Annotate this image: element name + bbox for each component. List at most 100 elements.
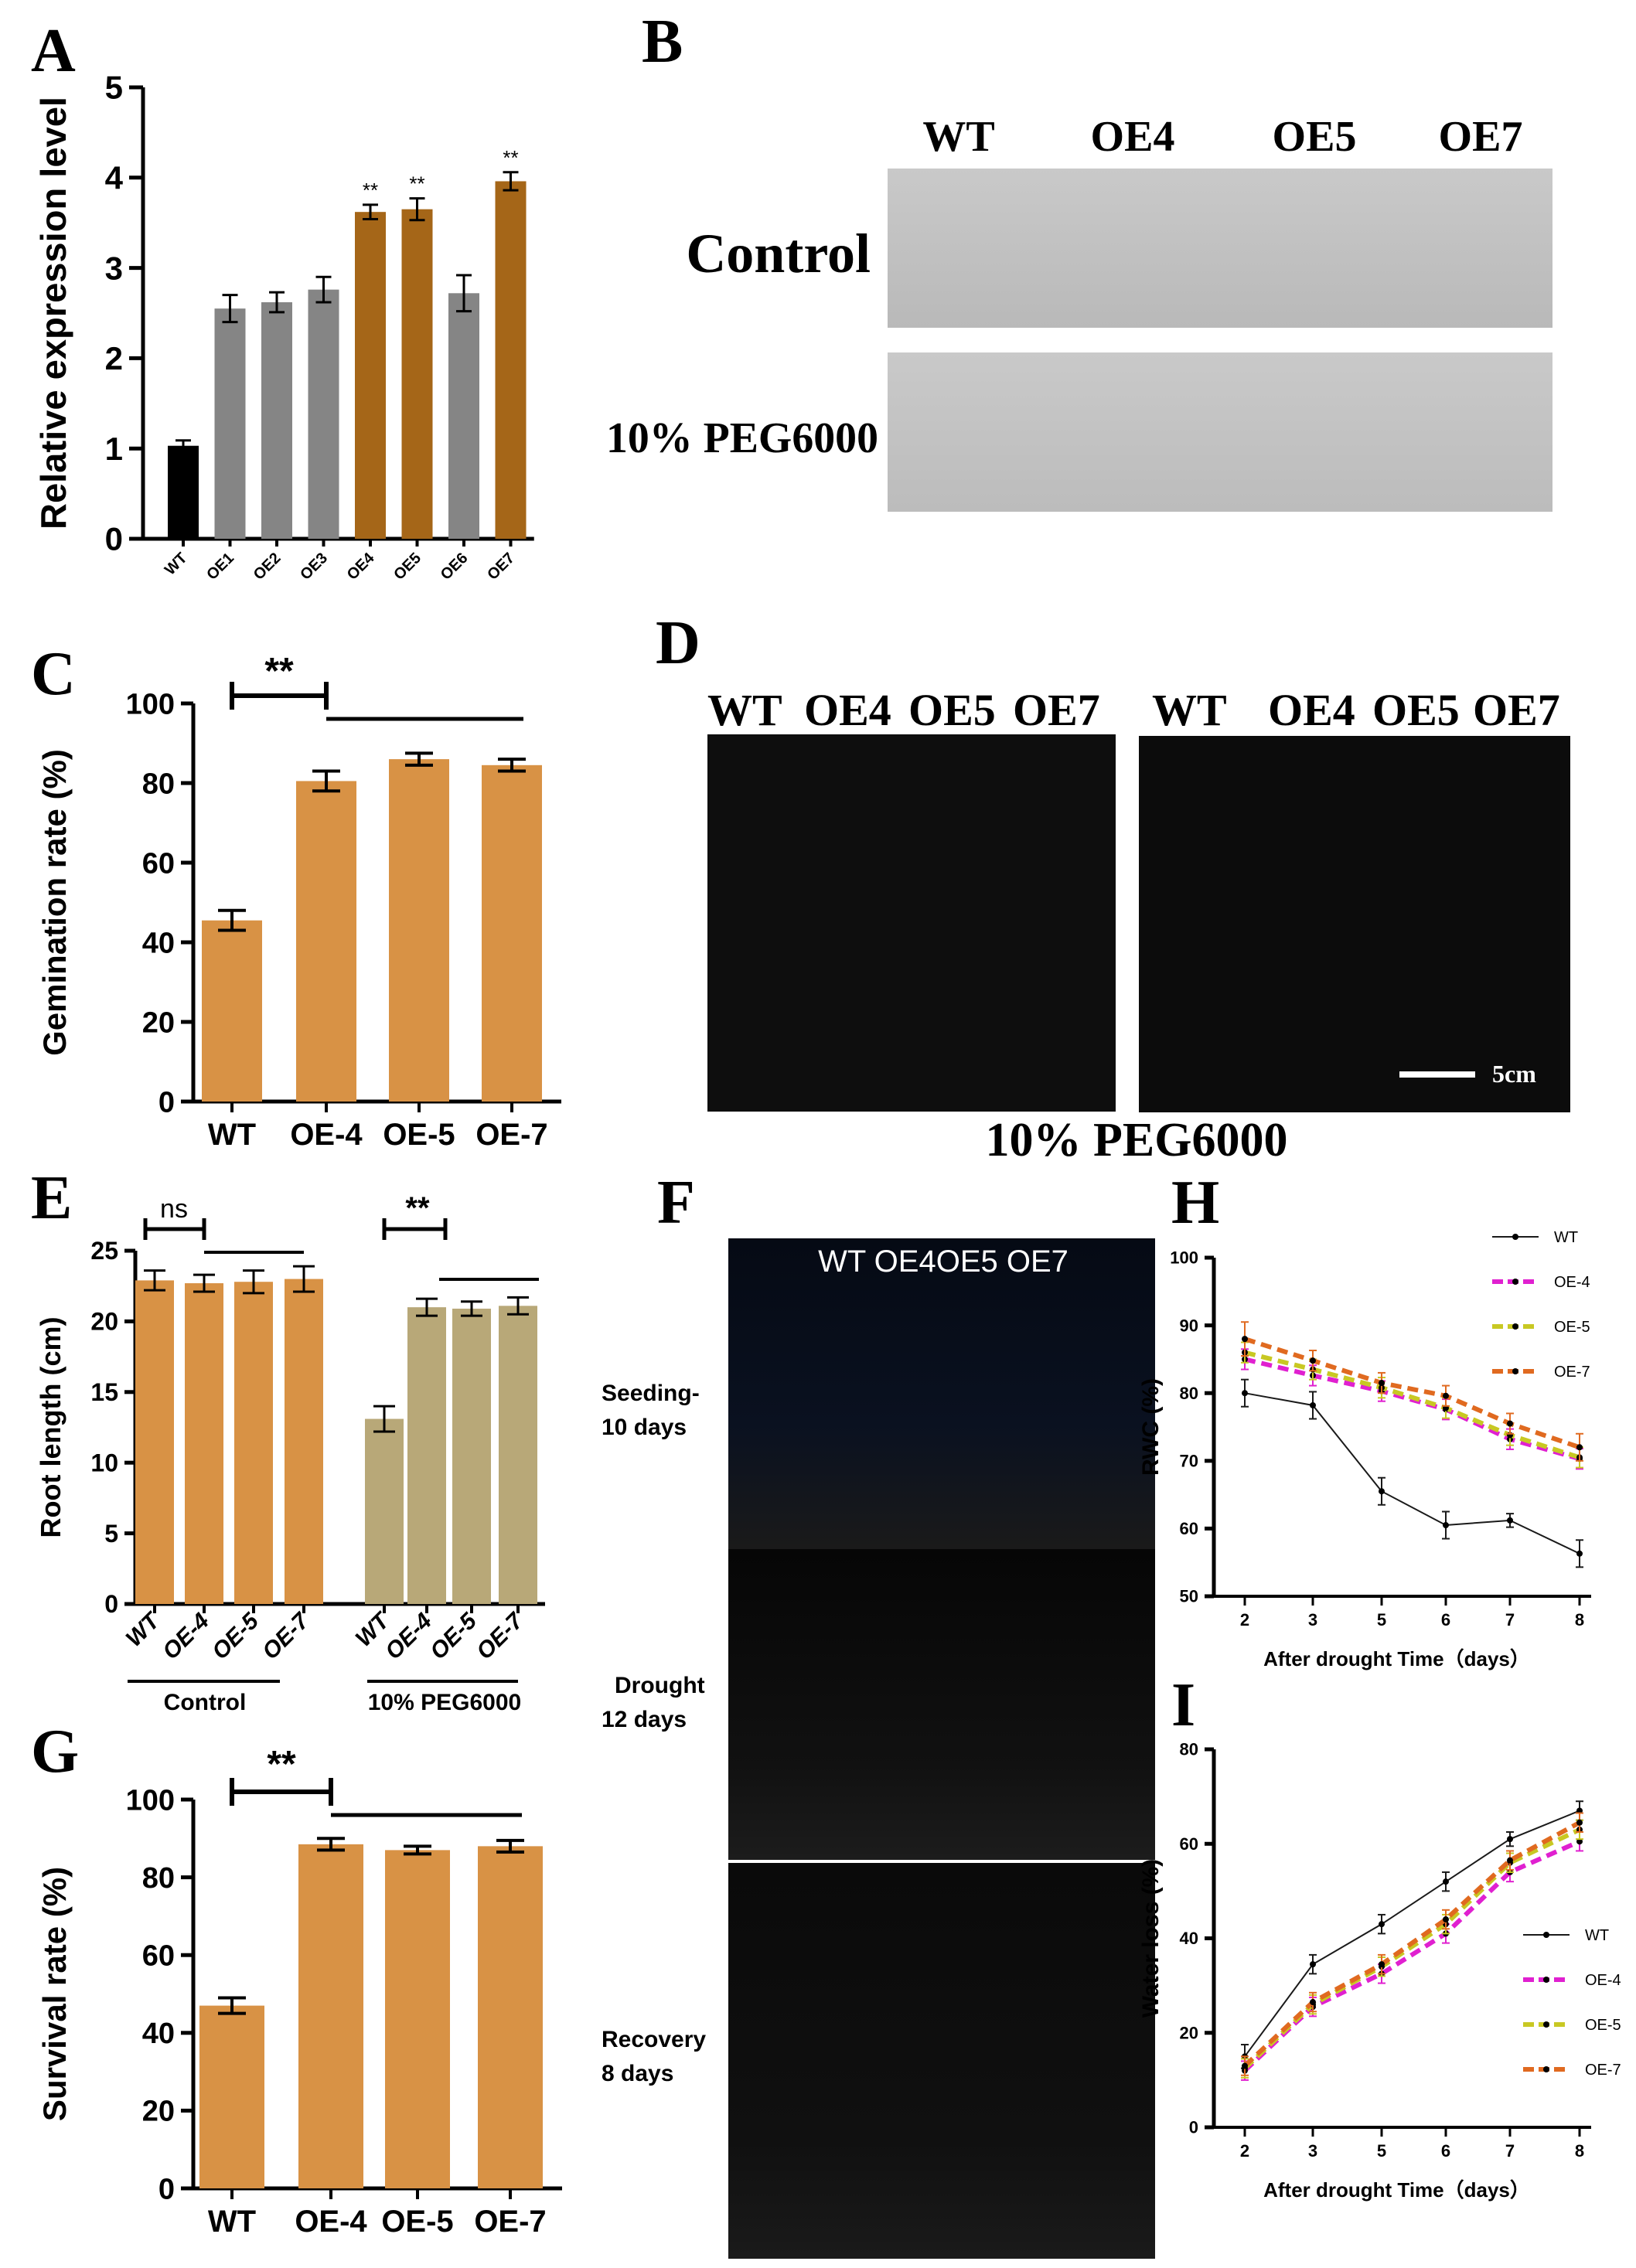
i-series-line: [1242, 1839, 1581, 2072]
i-data-point: [1443, 1916, 1449, 1923]
g-x-tick-label: OE-7: [474, 2205, 546, 2239]
photo-d-shoots: [707, 734, 1116, 1112]
a-bar: [495, 181, 527, 540]
photo-f-drought: [728, 1549, 1155, 1860]
d-scale-text: 5cm: [1492, 1060, 1536, 1088]
i-x-tick-label: 3: [1308, 2141, 1317, 2161]
i-data-point: [1576, 1838, 1583, 1845]
panel-letter-i: I: [1171, 1671, 1195, 1739]
panel-letter-b: B: [642, 8, 683, 76]
h-x-tick-label: 6: [1441, 1610, 1450, 1629]
e-bar: [407, 1307, 446, 1604]
h-y-tick-label: 50: [1180, 1587, 1198, 1606]
e-x-tick-label: OE-5: [425, 1608, 482, 1665]
g-significance: **: [267, 1744, 296, 1785]
h-y-tick-label: 70: [1180, 1452, 1198, 1471]
e-bar: [135, 1280, 174, 1604]
e-x-tick-label: OE-7: [472, 1608, 529, 1665]
panel-letter-d: D: [656, 609, 700, 677]
e-bar: [365, 1418, 404, 1604]
h-data-point: [1310, 1401, 1316, 1408]
e-y-label: Root length (cm): [35, 1317, 66, 1538]
e-y-tick-label: 5: [104, 1520, 118, 1548]
h-x-tick-label: 7: [1505, 1610, 1515, 1629]
i-legend-marker: [1543, 1932, 1549, 1938]
g-y-tick-label: 80: [142, 1862, 175, 1895]
a-x-tick-label: OE6: [438, 550, 472, 584]
c-y-tick-label: 80: [142, 768, 175, 800]
g-bar: [298, 1844, 363, 2188]
f-stage-seeding-l2: 10 days: [602, 1415, 687, 1440]
i-y-tick-label: 80: [1180, 1740, 1198, 1759]
d-left-oe7: OE7: [1013, 685, 1100, 735]
h-legend-marker: [1512, 1234, 1518, 1240]
a-bar: [261, 301, 292, 539]
e-group-label-peg: 10% PEG6000: [368, 1690, 521, 1715]
i-data-point: [1507, 1857, 1513, 1864]
i-y-tick-label: 0: [1189, 2118, 1198, 2137]
panel-letter-g: G: [31, 1718, 79, 1786]
c-y-label: Gemination rate (%): [36, 749, 73, 1056]
g-bar: [199, 2005, 264, 2188]
i-series-line: [1244, 1810, 1580, 2057]
h-data-point: [1242, 1390, 1248, 1397]
a-bar: [168, 445, 199, 539]
e-x-tick-label: OE-4: [158, 1608, 214, 1664]
h-data-point: [1576, 1444, 1583, 1451]
panel-letter-a: A: [31, 17, 76, 85]
i-legend-label: WT: [1585, 1927, 1609, 1944]
c-bar: [482, 765, 542, 1102]
i-y-tick-label: 20: [1180, 2023, 1198, 2042]
h-y-tick-label: 100: [1170, 1248, 1198, 1268]
a-x-tick-label: OE5: [390, 550, 424, 584]
g-x-tick-label: WT: [208, 2205, 256, 2239]
photo-f-recovery: [728, 1863, 1155, 2259]
i-legend-label: OE-7: [1585, 2062, 1621, 2079]
f-stage-recovery-l1: Recovery: [602, 2027, 706, 2052]
b-row-peg: 10% PEG6000: [606, 414, 878, 462]
d-right-wt: WT: [1152, 685, 1227, 735]
e-bar: [185, 1283, 223, 1604]
h-y-tick-label: 80: [1180, 1384, 1198, 1403]
b-col-wt: WT: [922, 113, 994, 161]
h-x-tick-label: 5: [1377, 1610, 1386, 1629]
g-y-tick-label: 60: [142, 1940, 175, 1973]
d-left-oe5: OE5: [908, 685, 996, 735]
a-y-tick-label: 0: [105, 521, 123, 557]
i-x-tick-label: 2: [1240, 2141, 1249, 2161]
d-left-wt: WT: [707, 685, 782, 735]
h-legend-label: OE-4: [1554, 1274, 1590, 1291]
e-y-tick-label: 15: [90, 1378, 118, 1406]
h-legend-label: OE-5: [1554, 1319, 1590, 1336]
i-data-point: [1310, 1961, 1316, 1968]
a-x-tick-label: OE4: [344, 549, 378, 583]
a-y-tick-label: 3: [105, 250, 123, 286]
h-x-tick-label: 3: [1308, 1610, 1317, 1629]
h-x-label: After drought Time（days）: [1263, 1647, 1530, 1670]
h-series-line: [1244, 1357, 1580, 1462]
h-y-tick-label: 90: [1180, 1316, 1198, 1335]
a-bar: [448, 293, 479, 539]
i-data-point: [1507, 1836, 1513, 1843]
h-data-point: [1576, 1550, 1583, 1557]
d-right-oe7: OE7: [1473, 685, 1560, 735]
i-legend-marker: [1543, 1977, 1549, 1983]
a-y-tick-label: 5: [105, 70, 123, 106]
a-y-label: Relative expression level: [33, 97, 73, 530]
f-stage-seeding-l1: Seeding-: [602, 1381, 700, 1406]
f-stage-drought-l1: Drought: [615, 1673, 705, 1698]
a-x-tick-label: OE1: [203, 550, 237, 584]
i-x-tick-label: 5: [1377, 2141, 1386, 2161]
panel-letter-e: E: [31, 1164, 72, 1232]
e-x-tick-label: OE-5: [207, 1608, 264, 1665]
i-y-tick-label: 60: [1180, 1834, 1198, 1854]
i-data-point: [1242, 2062, 1248, 2069]
i-legend-label: OE-4: [1585, 1972, 1621, 1989]
i-data-point: [1379, 1961, 1385, 1968]
g-bar: [478, 1846, 543, 2188]
c-x-tick-label: OE-5: [383, 1118, 455, 1152]
e-x-tick-label: OE-7: [257, 1608, 315, 1665]
h-data-point: [1507, 1517, 1513, 1524]
h-data-point: [1379, 1380, 1385, 1387]
